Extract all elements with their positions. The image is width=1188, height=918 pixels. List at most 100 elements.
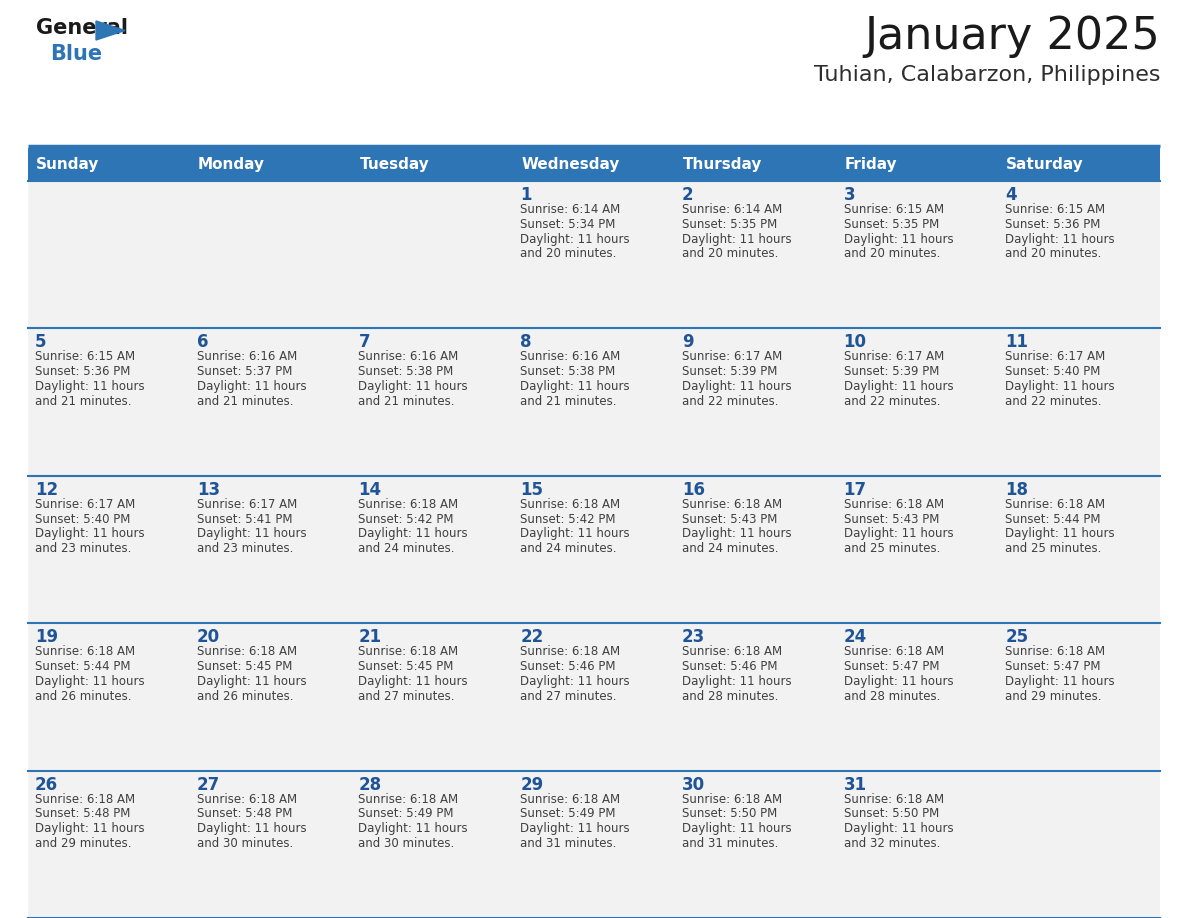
Text: Sunset: 5:47 PM: Sunset: 5:47 PM: [843, 660, 939, 673]
Text: Sunset: 5:36 PM: Sunset: 5:36 PM: [34, 365, 131, 378]
Text: Sunset: 5:42 PM: Sunset: 5:42 PM: [359, 512, 454, 526]
Text: Sunrise: 6:16 AM: Sunrise: 6:16 AM: [359, 351, 459, 364]
Text: and 20 minutes.: and 20 minutes.: [682, 247, 778, 261]
Text: Sunrise: 6:14 AM: Sunrise: 6:14 AM: [682, 203, 782, 216]
Text: Saturday: Saturday: [1006, 157, 1083, 172]
Bar: [29, 476, 1159, 623]
Text: Daylight: 11 hours: Daylight: 11 hours: [197, 528, 307, 541]
Text: and 32 minutes.: and 32 minutes.: [843, 837, 940, 850]
Text: and 31 minutes.: and 31 minutes.: [682, 837, 778, 850]
Text: 7: 7: [359, 333, 369, 352]
Text: Sunrise: 6:18 AM: Sunrise: 6:18 AM: [359, 792, 459, 806]
Text: Sunrise: 6:18 AM: Sunrise: 6:18 AM: [1005, 498, 1105, 510]
Text: Sunset: 5:35 PM: Sunset: 5:35 PM: [682, 218, 777, 230]
Text: 16: 16: [682, 481, 704, 498]
Text: and 23 minutes.: and 23 minutes.: [34, 543, 132, 555]
Text: Sunset: 5:35 PM: Sunset: 5:35 PM: [843, 218, 939, 230]
Text: and 27 minutes.: and 27 minutes.: [359, 689, 455, 702]
Text: 8: 8: [520, 333, 532, 352]
Text: Daylight: 11 hours: Daylight: 11 hours: [520, 380, 630, 393]
Text: Sunset: 5:45 PM: Sunset: 5:45 PM: [197, 660, 292, 673]
Text: Sunrise: 6:18 AM: Sunrise: 6:18 AM: [682, 792, 782, 806]
Text: Daylight: 11 hours: Daylight: 11 hours: [1005, 380, 1114, 393]
Text: Sunrise: 6:18 AM: Sunrise: 6:18 AM: [359, 498, 459, 510]
Text: 15: 15: [520, 481, 543, 498]
Text: Sunset: 5:49 PM: Sunset: 5:49 PM: [359, 808, 454, 821]
Text: General: General: [36, 18, 128, 38]
Text: and 21 minutes.: and 21 minutes.: [197, 395, 293, 408]
Text: 20: 20: [197, 628, 220, 646]
Text: 5: 5: [34, 333, 46, 352]
Text: and 22 minutes.: and 22 minutes.: [843, 395, 940, 408]
Text: Daylight: 11 hours: Daylight: 11 hours: [520, 675, 630, 688]
Text: Sunset: 5:41 PM: Sunset: 5:41 PM: [197, 512, 292, 526]
Text: Daylight: 11 hours: Daylight: 11 hours: [682, 232, 791, 246]
Text: 26: 26: [34, 776, 58, 793]
Text: 13: 13: [197, 481, 220, 498]
Text: Monday: Monday: [197, 157, 265, 172]
Text: 30: 30: [682, 776, 704, 793]
Text: Friday: Friday: [845, 157, 897, 172]
Text: Daylight: 11 hours: Daylight: 11 hours: [1005, 675, 1114, 688]
Text: Sunset: 5:47 PM: Sunset: 5:47 PM: [1005, 660, 1101, 673]
Text: Daylight: 11 hours: Daylight: 11 hours: [1005, 528, 1114, 541]
Text: Daylight: 11 hours: Daylight: 11 hours: [197, 380, 307, 393]
Text: Blue: Blue: [50, 44, 102, 64]
Text: Sunset: 5:48 PM: Sunset: 5:48 PM: [197, 808, 292, 821]
Text: 24: 24: [843, 628, 867, 646]
Text: Sunset: 5:39 PM: Sunset: 5:39 PM: [682, 365, 777, 378]
Text: Sunrise: 6:18 AM: Sunrise: 6:18 AM: [520, 792, 620, 806]
Text: 18: 18: [1005, 481, 1029, 498]
Text: and 24 minutes.: and 24 minutes.: [359, 543, 455, 555]
Text: Sunset: 5:40 PM: Sunset: 5:40 PM: [1005, 365, 1100, 378]
Text: Sunrise: 6:18 AM: Sunrise: 6:18 AM: [1005, 645, 1105, 658]
Text: Sunset: 5:37 PM: Sunset: 5:37 PM: [197, 365, 292, 378]
Text: 17: 17: [843, 481, 867, 498]
Text: Sunrise: 6:17 AM: Sunrise: 6:17 AM: [34, 498, 135, 510]
Text: Daylight: 11 hours: Daylight: 11 hours: [359, 675, 468, 688]
Text: Sunrise: 6:18 AM: Sunrise: 6:18 AM: [359, 645, 459, 658]
Text: Sunday: Sunday: [36, 157, 100, 172]
Text: and 25 minutes.: and 25 minutes.: [1005, 543, 1101, 555]
Text: and 20 minutes.: and 20 minutes.: [1005, 247, 1101, 261]
Text: 3: 3: [843, 186, 855, 204]
Text: 9: 9: [682, 333, 694, 352]
Text: Sunrise: 6:18 AM: Sunrise: 6:18 AM: [197, 645, 297, 658]
Text: Thursday: Thursday: [683, 157, 763, 172]
Text: Sunset: 5:43 PM: Sunset: 5:43 PM: [843, 512, 939, 526]
Text: Daylight: 11 hours: Daylight: 11 hours: [520, 232, 630, 246]
Text: and 30 minutes.: and 30 minutes.: [359, 837, 455, 850]
Text: 11: 11: [1005, 333, 1029, 352]
Text: Sunset: 5:50 PM: Sunset: 5:50 PM: [682, 808, 777, 821]
Text: Sunrise: 6:17 AM: Sunrise: 6:17 AM: [682, 351, 782, 364]
Text: Sunrise: 6:18 AM: Sunrise: 6:18 AM: [843, 645, 943, 658]
Text: Sunrise: 6:17 AM: Sunrise: 6:17 AM: [1005, 351, 1106, 364]
Text: and 29 minutes.: and 29 minutes.: [34, 837, 132, 850]
Text: Sunrise: 6:18 AM: Sunrise: 6:18 AM: [197, 792, 297, 806]
Bar: [29, 770, 1159, 918]
Polygon shape: [96, 21, 125, 40]
Text: Daylight: 11 hours: Daylight: 11 hours: [34, 823, 145, 835]
Text: Sunrise: 6:16 AM: Sunrise: 6:16 AM: [520, 351, 620, 364]
Text: Daylight: 11 hours: Daylight: 11 hours: [843, 675, 953, 688]
Bar: [29, 623, 1159, 770]
Text: Sunrise: 6:18 AM: Sunrise: 6:18 AM: [682, 498, 782, 510]
Text: Daylight: 11 hours: Daylight: 11 hours: [682, 675, 791, 688]
Text: January 2025: January 2025: [864, 15, 1159, 58]
Text: and 22 minutes.: and 22 minutes.: [682, 395, 778, 408]
Text: Sunset: 5:49 PM: Sunset: 5:49 PM: [520, 808, 615, 821]
Text: 14: 14: [359, 481, 381, 498]
Text: Daylight: 11 hours: Daylight: 11 hours: [197, 823, 307, 835]
Text: Sunset: 5:39 PM: Sunset: 5:39 PM: [843, 365, 939, 378]
Text: and 21 minutes.: and 21 minutes.: [520, 395, 617, 408]
Text: Daylight: 11 hours: Daylight: 11 hours: [359, 380, 468, 393]
Text: Daylight: 11 hours: Daylight: 11 hours: [682, 380, 791, 393]
Text: 22: 22: [520, 628, 543, 646]
Text: Sunrise: 6:16 AM: Sunrise: 6:16 AM: [197, 351, 297, 364]
Text: and 24 minutes.: and 24 minutes.: [682, 543, 778, 555]
Text: and 28 minutes.: and 28 minutes.: [843, 689, 940, 702]
Text: Daylight: 11 hours: Daylight: 11 hours: [843, 823, 953, 835]
Text: Sunrise: 6:17 AM: Sunrise: 6:17 AM: [197, 498, 297, 510]
Text: Daylight: 11 hours: Daylight: 11 hours: [843, 232, 953, 246]
Text: Sunrise: 6:18 AM: Sunrise: 6:18 AM: [34, 645, 135, 658]
